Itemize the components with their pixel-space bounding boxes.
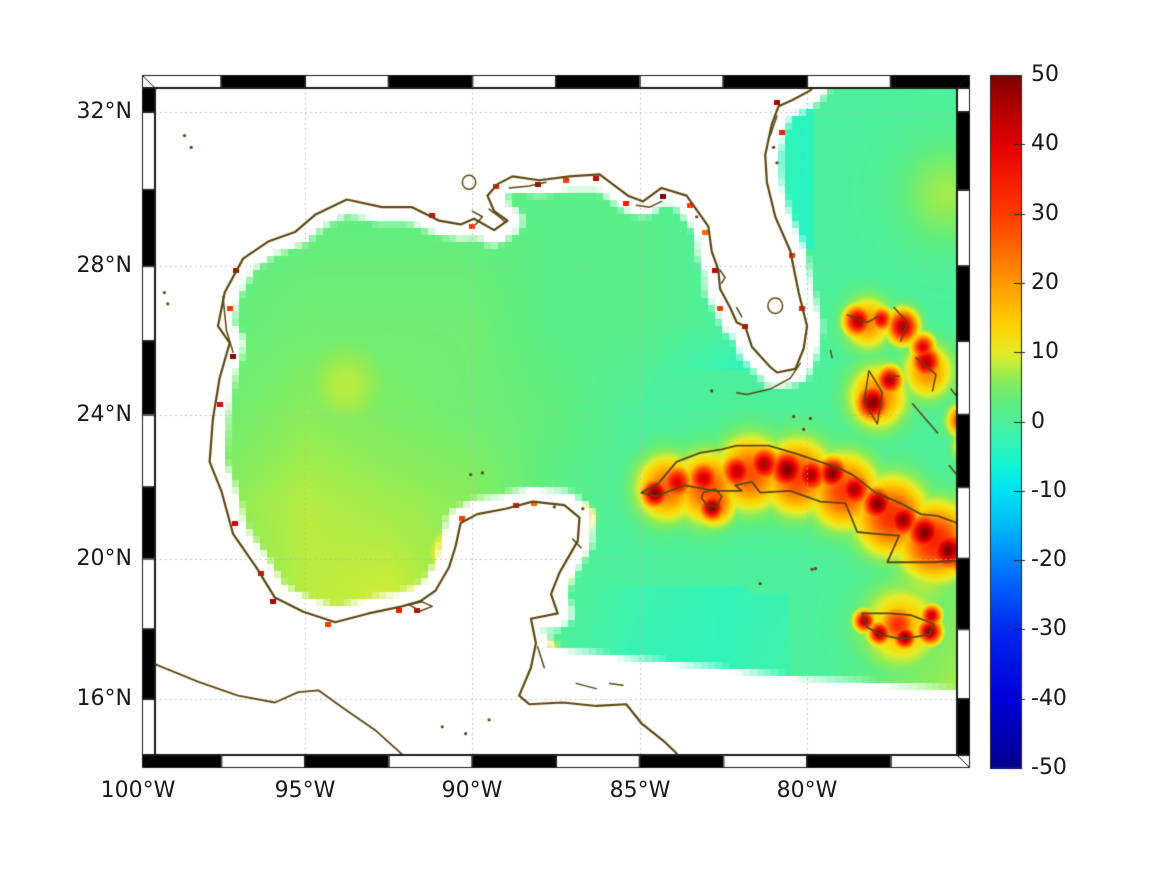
y-axis-tick-label: 32°N <box>76 99 132 124</box>
x-axis-tick-label: 80°W <box>776 778 838 803</box>
colorbar-tick-label: -40 <box>1031 686 1067 711</box>
colorbar-tick-label: 0 <box>1031 409 1045 434</box>
colorbar-tick-label: 50 <box>1031 62 1059 87</box>
colorbar-tick-label: -10 <box>1031 478 1067 503</box>
colorbar-tick-label: 30 <box>1031 201 1059 226</box>
x-axis-tick-label: 95°W <box>274 778 336 803</box>
colorbar-tick-label: -20 <box>1031 547 1067 572</box>
colorbar-tick-label: -30 <box>1031 616 1067 641</box>
x-axis-tick-label: 100°W <box>100 778 176 803</box>
y-axis-tick-label: 28°N <box>76 253 132 278</box>
y-axis-tick-label: 16°N <box>76 686 132 711</box>
colorbar-tick-label: 40 <box>1031 131 1059 156</box>
colorbar-tick-label: -50 <box>1031 755 1067 780</box>
y-axis-tick-label: 24°N <box>76 402 132 427</box>
y-axis-tick-label: 20°N <box>76 546 132 571</box>
x-axis-tick-label: 90°W <box>441 778 503 803</box>
colorbar-tick-label: 10 <box>1031 339 1059 364</box>
colorbar-tick-label: 20 <box>1031 270 1059 295</box>
x-axis-tick-label: 85°W <box>609 778 671 803</box>
